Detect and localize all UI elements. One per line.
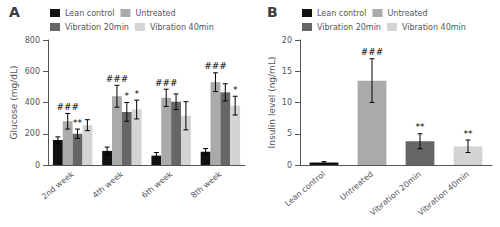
svg-text:B: B xyxy=(267,4,278,20)
svg-text:400: 400 xyxy=(25,98,40,107)
svg-text:**: ** xyxy=(464,129,474,139)
svg-text:Glucose (mg/dL): Glucose (mg/dL) xyxy=(9,66,19,140)
svg-text:A: A xyxy=(9,4,20,20)
svg-text:###: ### xyxy=(361,47,384,57)
svg-text:###: ### xyxy=(106,74,129,84)
svg-text:**: ** xyxy=(73,118,83,128)
svg-text:Vibration 20min: Vibration 20min xyxy=(317,23,381,32)
svg-text:5: 5 xyxy=(287,129,292,138)
svg-text:###: ### xyxy=(204,61,227,71)
svg-text:10: 10 xyxy=(282,98,292,107)
svg-text:Untreated: Untreated xyxy=(387,9,427,18)
svg-text:Vibration 40min: Vibration 40min xyxy=(150,23,214,32)
svg-text:Lean control: Lean control xyxy=(65,9,114,18)
svg-text:15: 15 xyxy=(282,67,292,76)
svg-text:600: 600 xyxy=(25,67,40,76)
svg-text:Vibration 20min: Vibration 20min xyxy=(368,170,423,218)
svg-text:Lean control: Lean control xyxy=(317,9,366,18)
svg-text:**: ** xyxy=(416,122,426,132)
svg-text:###: ### xyxy=(56,102,79,112)
svg-text:###: ### xyxy=(155,78,178,88)
svg-text:*: * xyxy=(134,89,139,99)
svg-text:*: * xyxy=(233,85,238,95)
svg-text:Untreated: Untreated xyxy=(338,170,375,203)
svg-text:0: 0 xyxy=(35,161,40,170)
svg-text:4th week: 4th week xyxy=(91,169,125,200)
svg-text:Vibration 20min: Vibration 20min xyxy=(65,23,129,32)
svg-text:20: 20 xyxy=(282,36,292,45)
svg-text:Vibration 40min: Vibration 40min xyxy=(402,23,466,32)
svg-text:0: 0 xyxy=(287,161,292,170)
svg-text:2nd week: 2nd week xyxy=(40,169,76,201)
svg-text:Insulin level (ng/mL): Insulin level (ng/mL) xyxy=(267,57,277,149)
svg-text:Vibration 40min: Vibration 40min xyxy=(416,170,471,218)
svg-text:6th week: 6th week xyxy=(140,169,174,200)
svg-text:*: * xyxy=(125,91,130,101)
svg-text:Lean control: Lean control xyxy=(283,170,327,209)
svg-text:Untreated: Untreated xyxy=(135,9,175,18)
svg-text:8th week: 8th week xyxy=(189,169,223,200)
svg-text:200: 200 xyxy=(25,129,40,138)
svg-text:800: 800 xyxy=(25,36,40,45)
